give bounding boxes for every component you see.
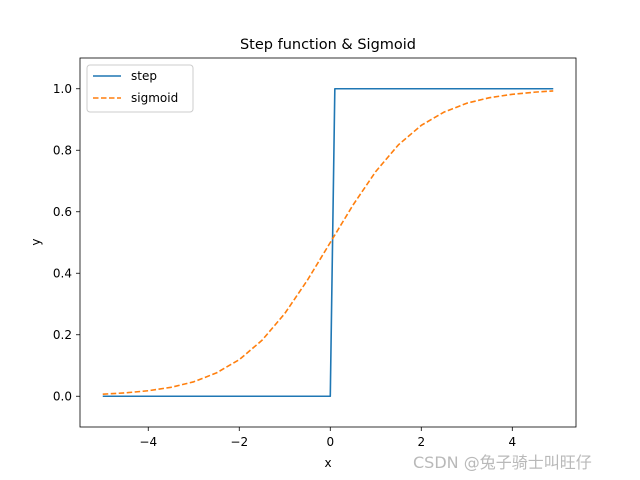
- y-tick-label: 0.8: [53, 143, 72, 157]
- x-tick-label: −4: [139, 435, 157, 449]
- x-axis-label: x: [324, 456, 331, 470]
- x-tick-label: −2: [230, 435, 248, 449]
- series-line-step: [102, 87, 554, 398]
- legend-step-label: step: [131, 69, 157, 83]
- chart-title: Step function & Sigmoid: [240, 37, 416, 53]
- x-ticks: −4 −2 0 2 4: [139, 427, 516, 449]
- series-layer: [102, 87, 554, 398]
- y-tick-label: 0.4: [53, 266, 72, 280]
- x-tick-label: 0: [326, 435, 334, 449]
- x-tick-label: 4: [508, 435, 516, 449]
- legend-sigmoid-label: sigmoid: [131, 91, 178, 105]
- series-line-sigmoid: [102, 90, 554, 395]
- plot-area: [80, 58, 576, 427]
- y-tick-label: 0.0: [53, 389, 72, 403]
- y-axis-label: y: [29, 238, 43, 245]
- axes-frame: [79, 57, 577, 428]
- legend: step sigmoid: [86, 64, 194, 113]
- y-tick-label: 1.0: [53, 82, 72, 96]
- watermark: CSDN @兔子骑士叫旺仔: [413, 453, 592, 472]
- y-tick-label: 0.2: [53, 328, 72, 342]
- x-tick-label: 2: [417, 435, 425, 449]
- y-tick-label: 0.6: [53, 205, 72, 219]
- y-ticks: 0.0 0.2 0.4 0.6 0.8 1.0: [53, 82, 80, 403]
